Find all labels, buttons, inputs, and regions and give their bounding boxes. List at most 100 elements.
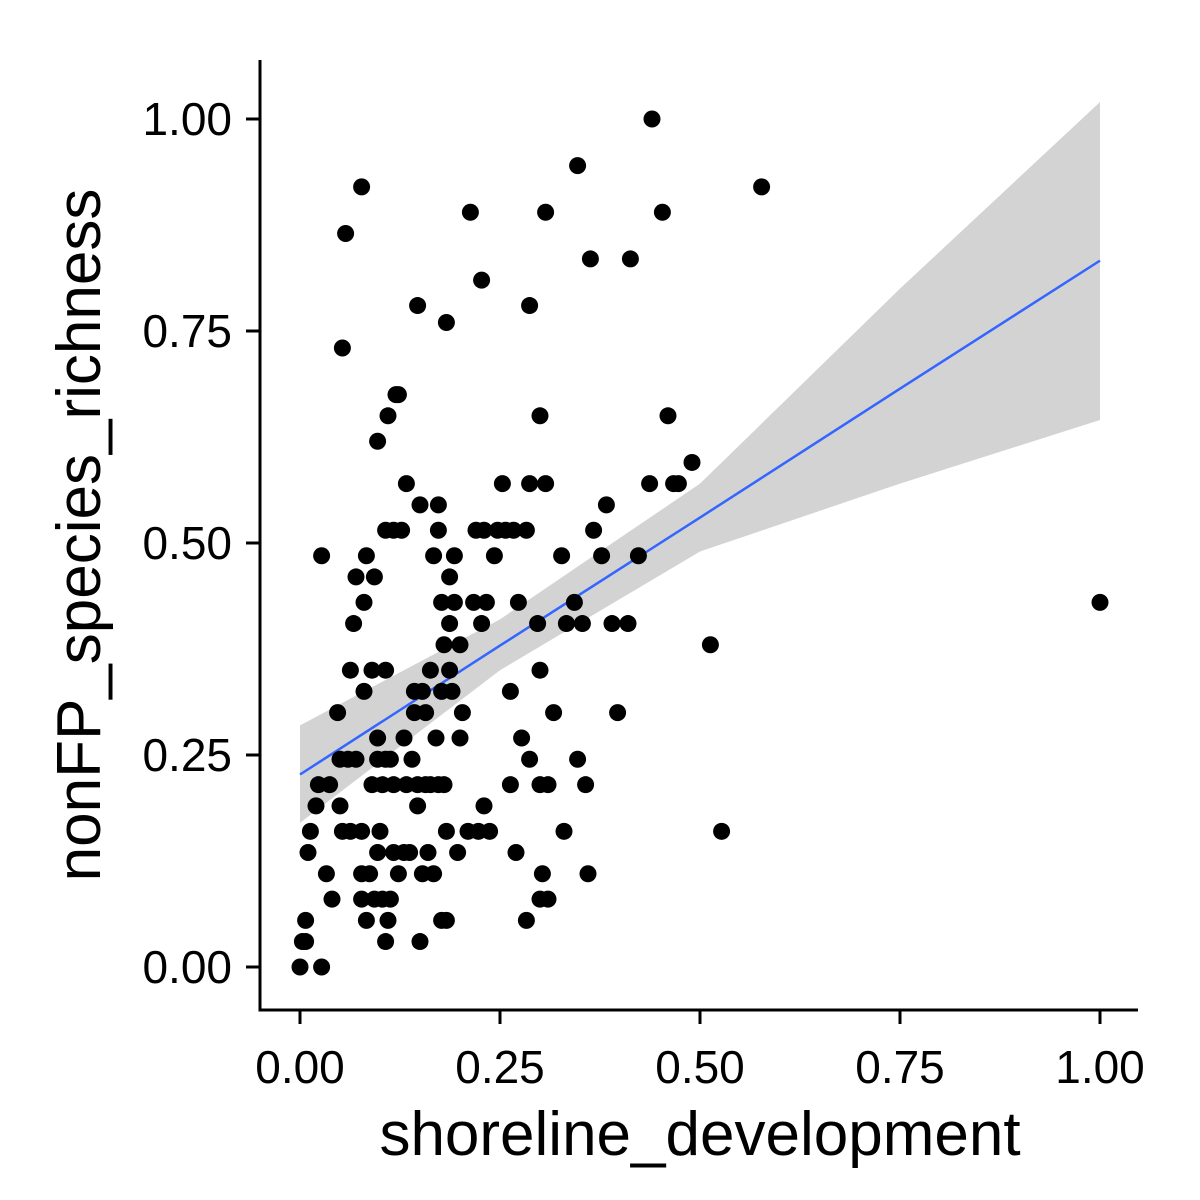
data-point [413, 682, 431, 700]
data-point [669, 475, 687, 493]
data-point [345, 615, 363, 633]
x-tick-label: 1.00 [1055, 1041, 1145, 1093]
data-point [653, 203, 671, 221]
data-point [493, 475, 511, 493]
data-point [369, 844, 387, 862]
fit-line-layer [299, 259, 1101, 776]
data-point [393, 521, 411, 539]
data-point [481, 822, 499, 840]
data-point [377, 933, 395, 951]
data-point [301, 822, 319, 840]
data-point [521, 475, 539, 493]
data-point [443, 682, 461, 700]
data-point [353, 822, 371, 840]
data-point [473, 271, 491, 289]
data-point [317, 865, 335, 883]
y-tick-label: 0.00 [142, 941, 232, 993]
data-point [321, 776, 339, 794]
data-point [565, 593, 583, 611]
data-point [531, 661, 549, 679]
data-point [297, 911, 315, 929]
data-point [411, 933, 429, 951]
data-point [529, 615, 547, 633]
data-point [441, 615, 459, 633]
data-point [507, 844, 525, 862]
data-point [377, 661, 395, 679]
data-point [555, 822, 573, 840]
data-point [513, 729, 531, 747]
data-point [435, 636, 453, 654]
data-point [521, 750, 539, 768]
data-point [531, 407, 549, 425]
data-point [365, 568, 383, 586]
data-point [357, 911, 375, 929]
data-point [437, 822, 455, 840]
data-point [385, 776, 403, 794]
data-point [517, 911, 535, 929]
data-point [475, 797, 493, 815]
data-point [521, 297, 539, 315]
data-point [1091, 593, 1109, 611]
data-point [445, 593, 463, 611]
data-point [619, 615, 637, 633]
data-point [381, 890, 399, 908]
data-point [323, 890, 341, 908]
data-point [353, 178, 371, 196]
data-point [395, 729, 413, 747]
data-point [713, 822, 731, 840]
data-point [577, 776, 595, 794]
data-point [553, 547, 571, 565]
data-point [381, 750, 399, 768]
data-point [451, 729, 469, 747]
data-point [603, 615, 621, 633]
data-point [593, 547, 611, 565]
data-point [701, 636, 719, 654]
y-tick-label: 0.75 [142, 305, 232, 357]
data-point [369, 432, 387, 450]
data-point [683, 453, 701, 471]
data-point [363, 661, 381, 679]
data-point [629, 547, 647, 565]
data-point [585, 521, 603, 539]
data-point [313, 958, 331, 976]
data-point [389, 865, 407, 883]
data-point [573, 615, 591, 633]
data-point [581, 250, 599, 268]
data-point [537, 475, 555, 493]
data-point [357, 547, 375, 565]
data-point [355, 682, 373, 700]
data-point [441, 568, 459, 586]
data-point [451, 636, 469, 654]
regression-line [299, 259, 1101, 776]
confidence-band-layer [300, 102, 1100, 823]
data-point [509, 593, 527, 611]
data-point [501, 682, 519, 700]
x-tick-label: 0.50 [655, 1041, 745, 1093]
data-point [291, 958, 309, 976]
data-point [621, 250, 639, 268]
data-point [609, 704, 627, 722]
data-point [299, 844, 317, 862]
data-point [427, 729, 445, 747]
x-tick-label: 0.00 [255, 1041, 345, 1093]
data-point [313, 547, 331, 565]
confidence-band [300, 102, 1100, 823]
data-point [371, 822, 389, 840]
data-point [641, 475, 659, 493]
data-point [297, 933, 315, 951]
data-point [353, 890, 371, 908]
data-point [341, 661, 359, 679]
data-point [379, 911, 397, 929]
data-point [477, 593, 495, 611]
y-tick-label: 0.50 [142, 517, 232, 569]
data-point [505, 521, 523, 539]
data-point [449, 844, 467, 862]
data-point [461, 203, 479, 221]
data-point [659, 407, 677, 425]
data-point [597, 496, 615, 514]
data-point [465, 593, 483, 611]
axes-layer: 0.00 0.25 0.50 0.75 1.00 0.00 0.25 0.50 0.75 1.00 [142, 60, 1145, 1093]
data-point [403, 750, 421, 768]
data-point [533, 865, 551, 883]
